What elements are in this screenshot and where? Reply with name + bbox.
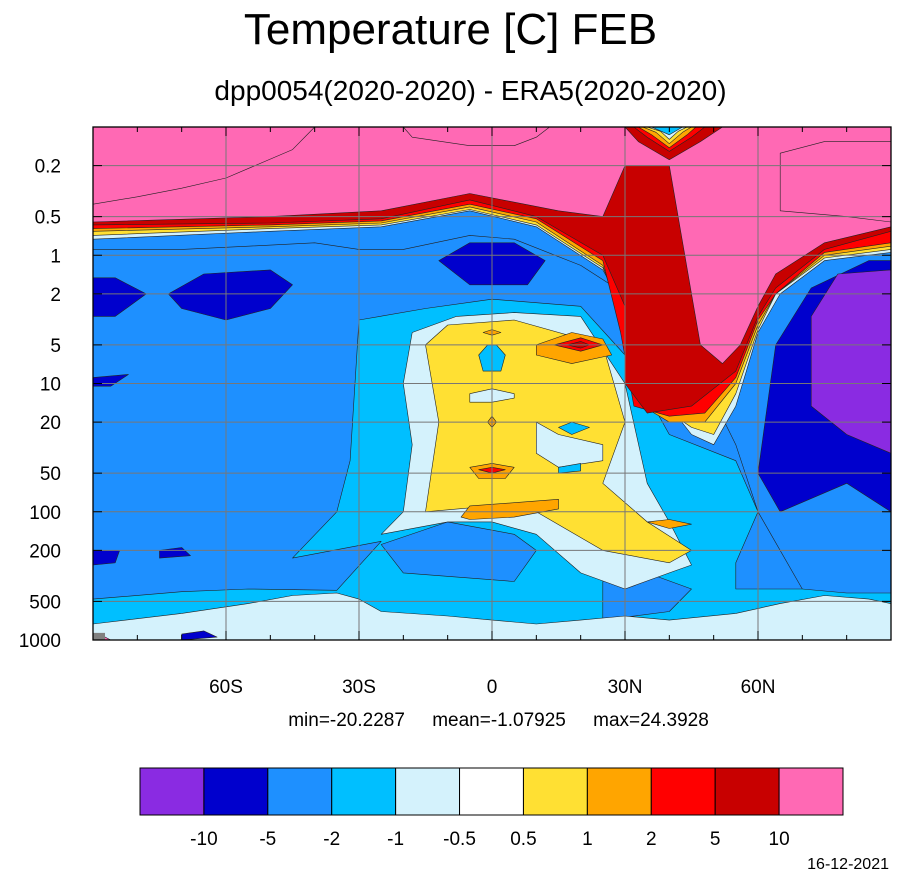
colorbar-swatch-7	[586, 767, 652, 816]
grid-lines	[93, 127, 891, 641]
date-stamp: 16-12-2021	[807, 856, 889, 873]
y-tick-label-2: 1	[50, 246, 61, 267]
contour-region-37	[779, 141, 891, 223]
contour-region-36	[402, 127, 550, 146]
y-tick-label-1: 0.5	[35, 208, 61, 229]
y-tick-label-10: 500	[29, 592, 61, 613]
missing-data-patch	[93, 632, 105, 640]
colorbar-label-2: -2	[323, 829, 340, 850]
colorbar-swatch-0	[139, 767, 205, 816]
y-tick-label-4: 5	[50, 336, 61, 357]
colorbar-label-7: 2	[646, 829, 657, 850]
y-tick-label-11: 1000	[19, 631, 61, 652]
y-tick-label-5: 10	[40, 375, 61, 396]
contour-region-16	[535, 421, 604, 468]
contour-region-20	[460, 498, 559, 520]
colorbar-swatch-3	[331, 767, 397, 816]
colorbar-label-1: -5	[259, 829, 276, 850]
x-tick-label-0: 60S	[209, 677, 243, 698]
stat-max: max=24.3928	[593, 710, 709, 731]
colorbar-label-8: 5	[710, 829, 721, 850]
x-tick-label-4: 60N	[741, 677, 776, 698]
contour-region-19	[558, 463, 582, 474]
colorbar-swatch-6	[522, 767, 588, 816]
colorbar-label-6: 1	[582, 829, 593, 850]
y-tick-label-0: 0.2	[35, 157, 61, 178]
contour-region-2	[168, 269, 293, 321]
contour-region-25	[646, 519, 692, 529]
contour-region-8	[810, 269, 891, 454]
x-tick-label-3: 30N	[608, 677, 643, 698]
colorbar-swatch-9	[714, 767, 780, 816]
colorbar-swatch-10	[778, 767, 844, 816]
colorbar-swatch-1	[203, 767, 269, 816]
x-tick-label-2: 0	[487, 677, 498, 698]
x-axis: 60S 30S 0 30N 60N	[136, 127, 848, 698]
stats-line: min=-20.2287 mean=-1.07925 max=24.3928	[0, 709, 901, 733]
y-tick-label-3: 2	[50, 285, 61, 306]
colorbar-swatch-8	[650, 767, 716, 816]
colorbar-swatch-5	[459, 767, 524, 816]
chart-title: Temperature [C] FEB	[243, 5, 658, 54]
chart-subtitle: dpp0054(2020-2020) - ERA5(2020-2020)	[214, 75, 727, 106]
colorbar-swatch-2	[267, 767, 333, 816]
colorbar-label-3: -1	[387, 829, 404, 850]
colorbar-swatch-4	[395, 767, 461, 816]
y-tick-label-7: 50	[40, 464, 61, 485]
colorbar-label-9: 10	[769, 829, 790, 850]
colorbar-label-4: -0.5	[443, 829, 476, 850]
contour-region-17	[558, 421, 590, 435]
contour-region-43	[651, 127, 683, 136]
y-tick-label-9: 200	[29, 541, 61, 562]
y-tick-label-8: 100	[29, 503, 61, 524]
y-axis: 0.2 0.5 1 2 5 10 20 50 100 200 500 1000	[19, 157, 891, 652]
stat-min: min=-20.2287	[288, 710, 405, 731]
contour-region-1	[93, 277, 147, 317]
x-tick-label-1: 30S	[342, 677, 376, 698]
colorbar-label-0: -10	[190, 829, 217, 850]
colorbar: -10 -5 -2 -1 -0.5 0.5 1 2 5 10	[139, 767, 844, 850]
stat-mean: mean=-1.07925	[432, 710, 566, 731]
y-tick-label-6: 20	[40, 413, 61, 434]
colorbar-label-5: 0.5	[510, 829, 536, 850]
